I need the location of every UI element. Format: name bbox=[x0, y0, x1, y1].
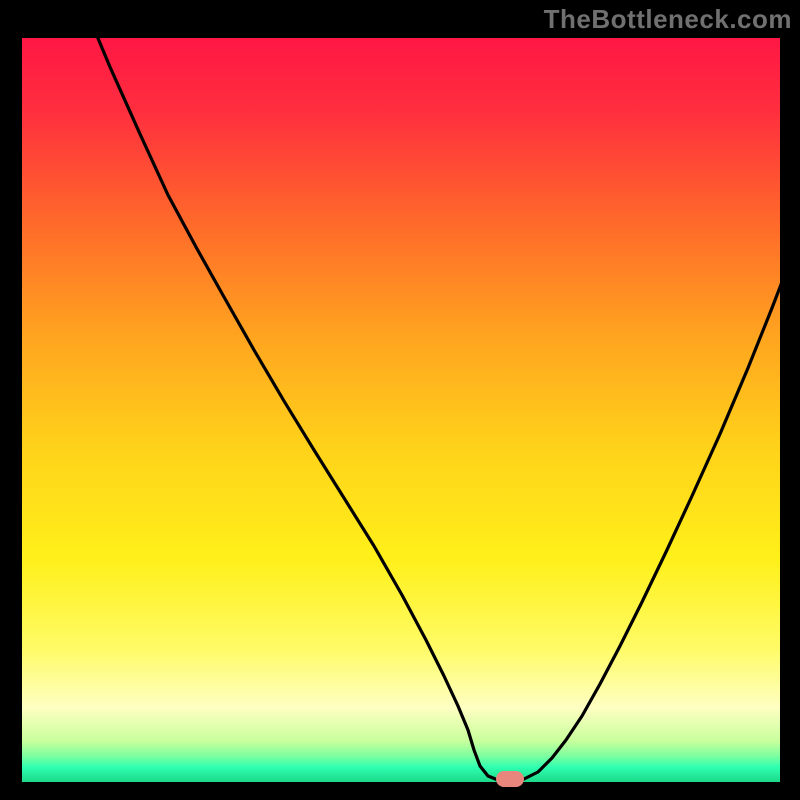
watermark-text: TheBottleneck.com bbox=[544, 4, 792, 35]
chart-container: TheBottleneck.com bbox=[0, 0, 800, 800]
bottleneck-curve bbox=[0, 0, 800, 800]
optimal-point-marker bbox=[496, 771, 524, 787]
